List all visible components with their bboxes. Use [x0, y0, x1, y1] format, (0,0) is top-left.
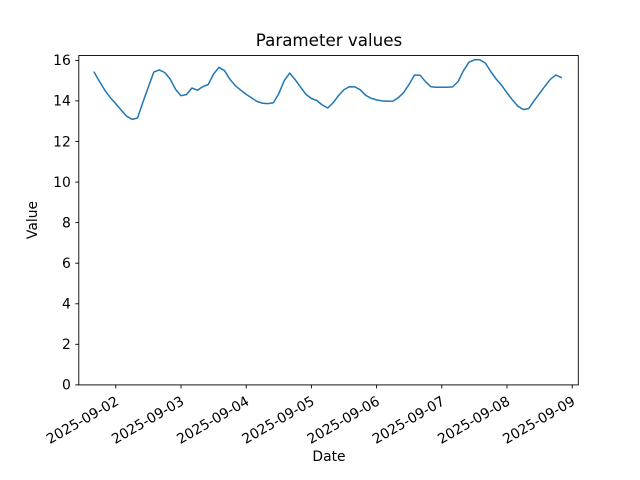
chart-title: Parameter values — [255, 30, 403, 50]
y-tick-label: 16 — [53, 53, 71, 69]
y-tick-label: 6 — [62, 256, 71, 272]
x-tick-label: 2025-09-02 — [44, 394, 122, 448]
y-tick-label: 12 — [53, 134, 71, 150]
y-tick-label: 8 — [62, 215, 71, 231]
y-tick-label: 10 — [53, 175, 71, 191]
plot-border — [78, 55, 579, 386]
y-tick-label: 0 — [62, 378, 71, 394]
x-tick-label: 2025-09-08 — [435, 394, 513, 448]
x-axis-label: Date — [312, 449, 346, 465]
x-tick-label: 2025-09-04 — [174, 393, 252, 447]
x-tick-label: 2025-09-03 — [109, 394, 187, 448]
y-tick-label: 4 — [62, 297, 71, 313]
y-tick-label: 14 — [53, 94, 71, 110]
x-tick-label: 2025-09-09 — [500, 394, 578, 448]
y-axis-label: Value — [25, 200, 41, 240]
x-tick-label: 2025-09-07 — [370, 394, 448, 448]
x-tick-label: 2025-09-05 — [239, 394, 317, 448]
y-tick-label: 2 — [62, 337, 71, 353]
x-tick-label: 2025-09-06 — [305, 394, 383, 448]
data-line — [93, 59, 563, 121]
